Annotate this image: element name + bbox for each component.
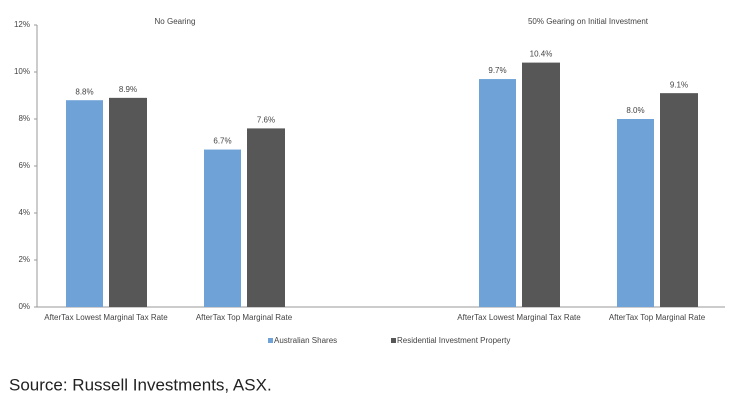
data-label: 6.7% [213, 137, 231, 146]
y-tick-label: 4% [18, 208, 30, 217]
bar [617, 119, 654, 307]
y-tick-label: 6% [18, 161, 30, 170]
bar [204, 149, 241, 307]
source-note: Source: Russell Investments, ASX. [9, 375, 272, 394]
group-title: No Gearing [155, 17, 196, 26]
legend-label: Australian Shares [274, 336, 337, 345]
x-tick-label: AfterTax Lowest Marginal Tax Rate [457, 313, 581, 322]
data-label: 9.1% [670, 80, 688, 89]
bar [247, 128, 285, 307]
legend-swatch [391, 338, 396, 343]
data-label: 7.6% [257, 116, 275, 125]
data-label: 10.4% [530, 50, 553, 59]
y-tick-label: 12% [14, 20, 30, 29]
bar [479, 79, 516, 307]
data-label: 9.7% [488, 66, 506, 75]
data-label: 8.9% [119, 85, 137, 94]
x-tick-label: AfterTax Lowest Marginal Tax Rate [44, 313, 168, 322]
y-tick-label: 8% [18, 114, 30, 123]
bar [66, 100, 103, 307]
y-tick-label: 2% [18, 255, 30, 264]
y-tick-label: 0% [18, 302, 30, 311]
bar [660, 93, 698, 308]
legend-label: Residential Investment Property [397, 336, 510, 345]
y-tick-label: 10% [14, 67, 30, 76]
data-label: 8.0% [626, 106, 644, 115]
data-label: 8.8% [75, 87, 93, 96]
x-tick-label: AfterTax Top Marginal Rate [609, 313, 706, 322]
legend-swatch [268, 338, 273, 343]
group-title: 50% Gearing on Initial Investment [528, 17, 649, 26]
x-tick-label: AfterTax Top Marginal Rate [196, 313, 293, 322]
bar [522, 62, 560, 307]
bar [109, 97, 147, 307]
